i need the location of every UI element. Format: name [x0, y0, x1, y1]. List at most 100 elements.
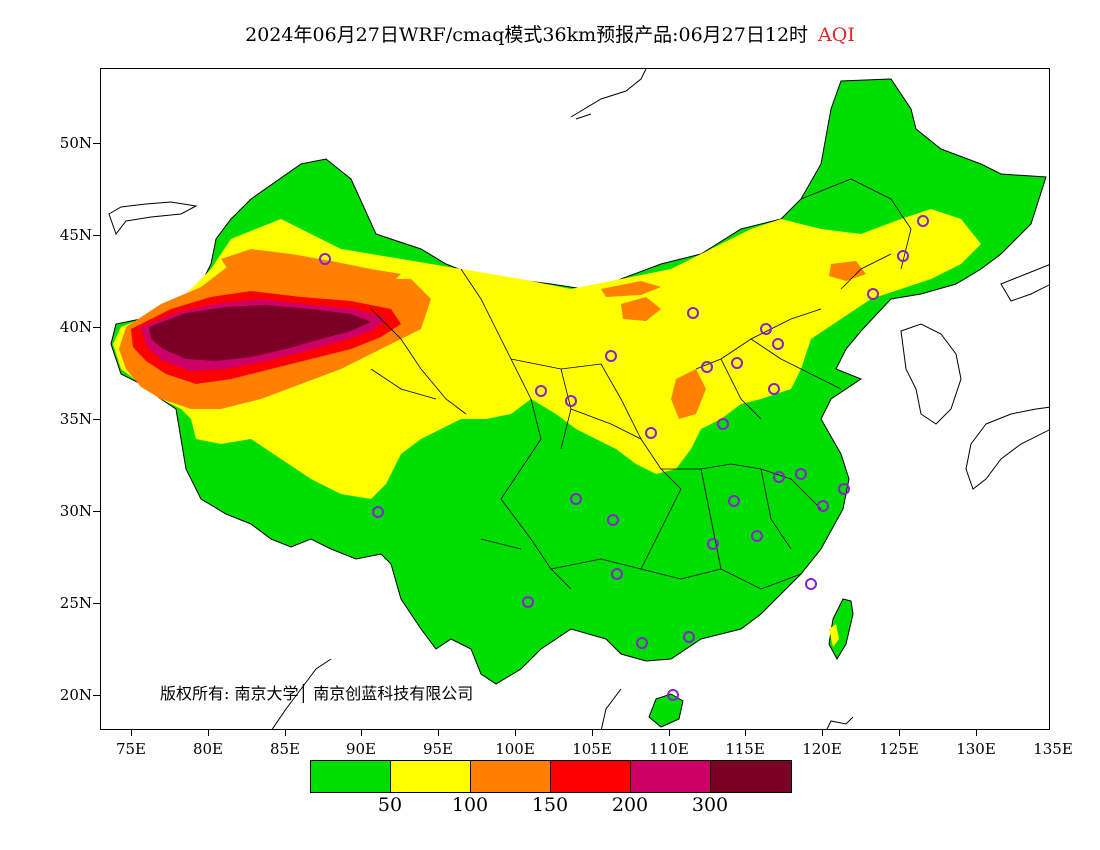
lat-label: 20N [59, 686, 92, 704]
lon-tick [438, 730, 439, 736]
lon-tick [745, 730, 746, 736]
korea-outline [900, 323, 962, 425]
lon-label: 135E [1033, 740, 1073, 758]
station-marker [795, 468, 807, 480]
usg-patch-shanxi [671, 369, 706, 419]
legend-swatch-usg [471, 761, 551, 792]
lat-tick [93, 327, 100, 328]
station-marker [611, 568, 623, 580]
station-marker [867, 288, 879, 300]
lon-tick [361, 730, 362, 736]
station-marker [522, 596, 534, 608]
lon-tick [592, 730, 593, 736]
usg-zone-north [221, 249, 401, 287]
station-marker [636, 637, 648, 649]
legend-swatch-hazardous [711, 761, 791, 792]
station-marker [751, 530, 763, 542]
usg-patch-northeast [829, 261, 866, 281]
aqi-map [108, 69, 1049, 729]
station-marker [319, 253, 331, 265]
station-marker [917, 215, 929, 227]
lon-label: 120E [802, 740, 842, 758]
lat-tick [93, 419, 100, 420]
lon-label: 115E [725, 740, 765, 758]
lon-tick [822, 730, 823, 736]
legend-label: 300 [691, 794, 729, 816]
lon-label: 100E [495, 740, 535, 758]
legend-swatch-very-unhealthy [631, 761, 711, 792]
lat-label: 45N [59, 226, 92, 244]
lon-label: 95E [422, 740, 454, 758]
product-label: AQI [818, 24, 855, 46]
station-marker [805, 578, 817, 590]
hainan [648, 693, 684, 728]
station-marker [667, 689, 679, 701]
lon-tick [976, 730, 977, 736]
station-marker [817, 500, 829, 512]
lon-tick [515, 730, 516, 736]
station-marker [717, 418, 729, 430]
station-marker [728, 495, 740, 507]
sakhalin-outline [1000, 264, 1049, 302]
legend-label: 100 [451, 794, 489, 816]
lon-tick [285, 730, 286, 736]
station-marker [701, 361, 713, 373]
legend-swatch-moderate [391, 761, 471, 792]
lat-tick [93, 143, 100, 144]
hazardous-zone [149, 305, 371, 361]
province-borders [370, 178, 912, 590]
station-marker [565, 395, 577, 407]
lon-tick [208, 730, 209, 736]
station-marker [773, 471, 785, 483]
lat-label: 50N [59, 134, 92, 152]
legend-label: 50 [377, 794, 403, 816]
lon-tick [669, 730, 670, 736]
station-marker [535, 385, 547, 397]
lon-label: 130E [956, 740, 996, 758]
lat-label: 40N [59, 318, 92, 336]
station-marker [897, 250, 909, 262]
station-marker [687, 307, 699, 319]
lon-label: 75E [115, 740, 147, 758]
taiwan-moderate [829, 624, 839, 647]
station-marker [645, 427, 657, 439]
lat-tick [93, 235, 100, 236]
station-marker [731, 357, 743, 369]
lon-label: 125E [879, 740, 919, 758]
lat-label: 25N [59, 594, 92, 612]
station-marker [707, 538, 719, 550]
title-text: 2024年06月27日WRF/cmaq模式36km预报产品:06月27日12时 [245, 24, 809, 46]
lat-label: 30N [59, 502, 92, 520]
west-lake-outline [108, 201, 198, 236]
legend-swatch-unhealthy [551, 761, 631, 792]
station-marker [605, 350, 617, 362]
lon-label: 85E [269, 740, 301, 758]
map-title: 2024年06月27日WRF/cmaq模式36km预报产品:06月27日12时 A… [0, 20, 1100, 47]
map-frame [100, 68, 1050, 730]
station-marker [772, 338, 784, 350]
station-marker [570, 493, 582, 505]
legend-label: 150 [531, 794, 569, 816]
lon-tick [131, 730, 132, 736]
lat-tick [93, 695, 100, 696]
station-marker [760, 323, 772, 335]
lat-tick [93, 603, 100, 604]
copyright-notice: 版权所有: 南京大学│ 南京创蓝科技有限公司 [160, 684, 474, 703]
station-marker [372, 506, 384, 518]
north-coast-outline [570, 69, 647, 120]
lon-label: 105E [572, 740, 612, 758]
station-marker [607, 514, 619, 526]
south-coast-outline [271, 658, 854, 729]
usg-patch-ordos [621, 297, 661, 321]
aqi-legend [310, 760, 792, 793]
lat-label: 35N [59, 410, 92, 428]
japan-outline [965, 406, 1049, 490]
legend-swatch-good [311, 761, 391, 792]
lon-label: 110E [649, 740, 689, 758]
lon-label: 90E [345, 740, 377, 758]
station-markers [319, 215, 929, 701]
station-marker [838, 483, 850, 495]
lon-label: 80E [192, 740, 224, 758]
legend-label: 200 [611, 794, 649, 816]
station-marker [683, 631, 695, 643]
